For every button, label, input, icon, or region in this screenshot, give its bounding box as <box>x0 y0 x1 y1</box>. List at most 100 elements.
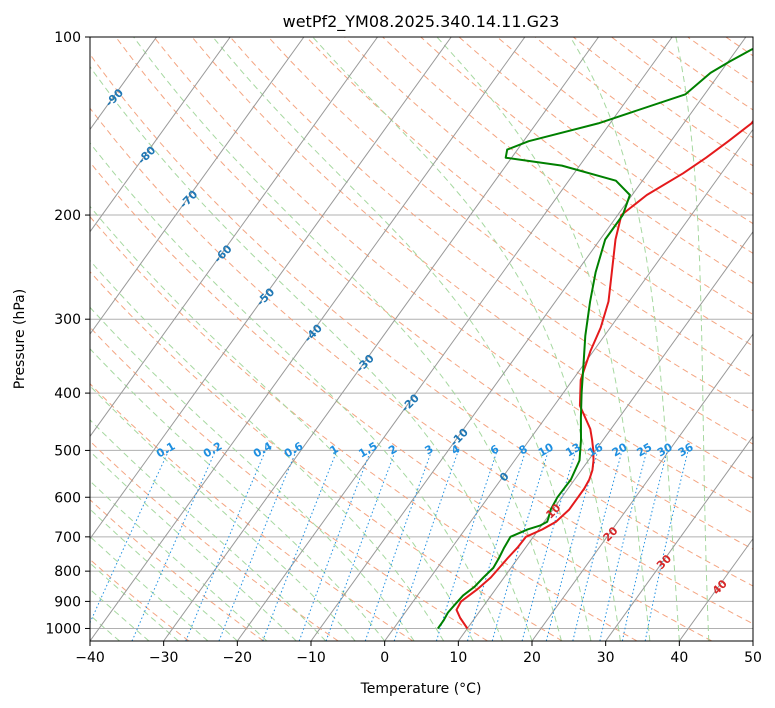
mixing-ratio-line <box>621 450 668 641</box>
dry-adiabat-line <box>687 37 753 84</box>
mixing-ratio-label: 10 <box>536 440 556 459</box>
x-axis-ticks: −40 −30 −20 −10 0 10 20 30 40 50 <box>75 641 762 666</box>
y-tick-label: 500 <box>54 443 81 459</box>
isotherm-line <box>90 37 231 233</box>
mixing-ratio-line <box>325 450 397 641</box>
dry-adiabat-line <box>229 37 753 445</box>
isotherm-line <box>605 435 753 641</box>
isotherm-line <box>236 37 673 641</box>
dry-adiabat-line <box>611 37 753 139</box>
mixing-ratio-line <box>491 450 549 641</box>
moist-adiabat-line <box>90 259 445 641</box>
isotherms <box>0 37 753 641</box>
pressure-gridlines <box>90 37 753 629</box>
y-tick-label: 800 <box>54 564 81 580</box>
isotherm-line <box>163 37 599 641</box>
dewpoint-line <box>437 47 753 630</box>
x-tick-label: −20 <box>223 650 253 666</box>
mixing-ratio-label: 1.5 <box>356 439 379 460</box>
x-tick-label: 40 <box>670 650 688 666</box>
moist-adiabat-line <box>90 348 386 641</box>
isotherm-line <box>678 537 753 641</box>
mixing-ratio-lines <box>90 450 689 641</box>
moist-adiabat-line <box>90 508 238 641</box>
mixing-ratio-label: 20 <box>610 440 630 459</box>
dry-adiabat-line <box>649 37 753 111</box>
y-tick-label: 100 <box>54 30 81 46</box>
mixing-ratio-line <box>435 450 498 641</box>
dry-adiabat-line <box>496 37 753 225</box>
dry-adiabat-line <box>90 107 753 625</box>
isotherm-line <box>0 37 9 641</box>
isotherm-line <box>90 37 305 335</box>
isotherm-line <box>384 128 753 641</box>
mixing-ratio-label: 36 <box>676 440 696 459</box>
moist-adiabat-line <box>90 385 356 641</box>
mixing-ratio-line <box>262 450 338 641</box>
x-tick-label: −40 <box>75 650 105 666</box>
moist-adiabat-line <box>90 306 415 641</box>
moist-adiabat-line <box>436 37 651 641</box>
mixing-ratio-line <box>545 450 599 641</box>
isotherm-line <box>310 37 747 641</box>
y-tick-label: 600 <box>54 490 81 506</box>
mixing-ratio-line <box>90 450 170 624</box>
moist-adiabat-line <box>90 65 533 641</box>
dry-adiabat-line <box>344 37 753 347</box>
sounding-profiles <box>437 47 753 630</box>
mixing-ratio-line <box>599 450 648 641</box>
moist-adiabat-line <box>90 535 209 641</box>
y-tick-label: 1000 <box>45 621 81 637</box>
plot-frame <box>89 36 754 642</box>
dry-adiabat-line <box>534 37 753 196</box>
dry-adiabat-line <box>725 37 753 57</box>
mixing-ratio-label: 0.2 <box>201 439 224 460</box>
mixing-ratio-line <box>644 450 689 641</box>
moist-adiabat-line <box>212 37 592 641</box>
y-tick-label: 700 <box>54 530 81 546</box>
y-tick-label: 200 <box>54 208 81 224</box>
isotherm-line <box>457 230 753 641</box>
isotherm-line <box>90 37 378 438</box>
x-axis-label: Temperature (°C) <box>360 681 482 697</box>
x-tick-label: 0 <box>380 650 389 666</box>
mixing-ratio-label: 6 <box>488 442 501 457</box>
dry-adiabat-line <box>90 215 638 641</box>
dry-adiabat-line <box>90 499 264 641</box>
moist-adiabat-line <box>90 450 297 641</box>
x-tick-label: 30 <box>597 650 615 666</box>
dry-adiabat-line <box>153 37 753 514</box>
dry-adiabat-line <box>267 37 753 412</box>
mixing-ratio-label: 30 <box>655 440 675 459</box>
mixing-ratio-line <box>393 450 459 641</box>
mixing-ratio-line <box>298 450 372 641</box>
isotherm-line <box>90 37 452 540</box>
moist-adiabat-line <box>90 419 327 641</box>
x-tick-label: −10 <box>296 650 326 666</box>
dry-adiabat-line <box>420 37 753 285</box>
mixing-ratio-label: 0.1 <box>154 439 177 460</box>
mixing-ratio-line <box>521 450 577 641</box>
isotherm-line <box>531 333 753 641</box>
plot-area: 0.1 0.2 0.4 0.6 1 1.5 2 3 4 6 8 10 13 16 20 25 30 36-100-… <box>0 37 775 641</box>
moist-adiabat-line <box>675 37 710 641</box>
moist-adiabat-line <box>90 480 268 641</box>
moist-adiabats <box>90 37 710 641</box>
dry-adiabat-line <box>115 37 753 550</box>
dry-adiabat-line <box>764 37 775 641</box>
moist-adiabat-line <box>90 205 474 641</box>
mixing-ratio-line <box>572 450 623 641</box>
dry-adiabat-line <box>191 37 753 479</box>
moist-adiabat-line <box>90 562 179 641</box>
x-tick-label: 20 <box>523 650 541 666</box>
moist-adiabat-line <box>569 37 680 641</box>
y-tick-label: 900 <box>54 594 81 610</box>
mixing-ratio-line <box>467 450 527 641</box>
y-axis-ticks: 100 200 300 400 500 600 700 800 900 1000 <box>45 30 90 637</box>
dry-adiabat-line <box>382 37 753 315</box>
mixing-ratio-label: 0.6 <box>282 439 306 460</box>
temperature-line <box>455 119 753 630</box>
x-tick-label: 50 <box>744 650 762 666</box>
x-tick-label: 10 <box>449 650 467 666</box>
